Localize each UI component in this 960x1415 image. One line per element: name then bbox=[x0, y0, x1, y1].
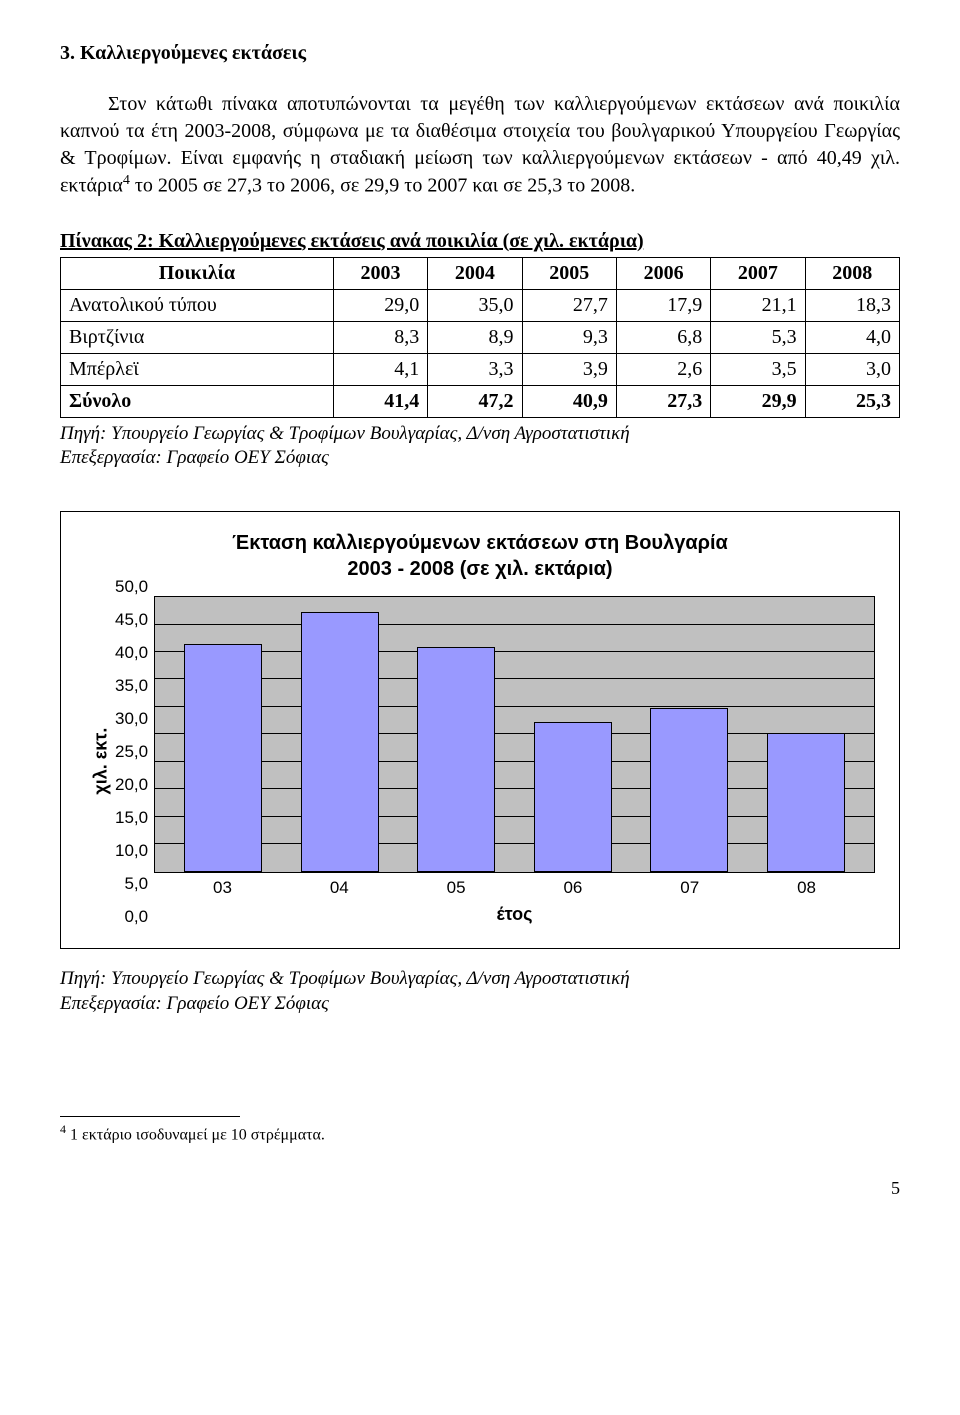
table-cell: 9,3 bbox=[522, 321, 616, 353]
bar bbox=[650, 708, 728, 872]
y-tick-label: 35,0 bbox=[115, 676, 148, 695]
data-table: Ποικιλία200320042005200620072008 Ανατολι… bbox=[60, 257, 900, 418]
table-row: Ανατολικού τύπου29,035,027,717,921,118,3 bbox=[61, 289, 900, 321]
y-tick-label: 30,0 bbox=[115, 709, 148, 728]
chart-source-2: Επεξεργασία: Γραφείο ΟΕΥ Σόφιας bbox=[60, 992, 900, 1017]
table-row: Μπέρλεϊ4,13,33,92,63,53,0 bbox=[61, 353, 900, 385]
x-tick-label: 08 bbox=[768, 877, 846, 900]
footnote: 4 1 εκτάριο ισοδυναμεί με 10 στρέμματα. bbox=[60, 1121, 900, 1146]
table-caption: Πίνακας 2: Καλλιεργούμενες εκτάσεις ανά … bbox=[60, 228, 900, 255]
y-axis-label-wrap: χιλ. εκτ. bbox=[85, 596, 115, 926]
table-cell: 35,0 bbox=[428, 289, 522, 321]
table-cell: 5,3 bbox=[711, 321, 805, 353]
y-tick-label: 10,0 bbox=[115, 841, 148, 860]
table-cell: 6,8 bbox=[616, 321, 710, 353]
table-row-label: Μπέρλεϊ bbox=[61, 353, 334, 385]
table-header-cell: 2003 bbox=[333, 257, 427, 289]
x-tick-label: 05 bbox=[417, 877, 495, 900]
table-row-label: Βιρτζίνια bbox=[61, 321, 334, 353]
bar bbox=[301, 612, 379, 871]
table-cell: 17,9 bbox=[616, 289, 710, 321]
table-cell: 3,9 bbox=[522, 353, 616, 385]
table-header-cell: 2008 bbox=[805, 257, 899, 289]
table-cell: 47,2 bbox=[428, 385, 522, 417]
table-cell: 21,1 bbox=[711, 289, 805, 321]
table-row-label: Σύνολο bbox=[61, 385, 334, 417]
footnote-rule bbox=[60, 1116, 240, 1117]
x-tick-label: 04 bbox=[300, 877, 378, 900]
table-cell: 3,0 bbox=[805, 353, 899, 385]
chart-container: Έκταση καλλιεργούμενων εκτάσεων στη Βουλ… bbox=[60, 511, 900, 949]
y-tick-label: 50,0 bbox=[115, 577, 148, 596]
table-row: Σύνολο41,447,240,927,329,925,3 bbox=[61, 385, 900, 417]
table-cell: 4,1 bbox=[333, 353, 427, 385]
x-tick-label: 03 bbox=[184, 877, 262, 900]
table-cell: 3,3 bbox=[428, 353, 522, 385]
y-tick-label: 25,0 bbox=[115, 742, 148, 761]
bars-group bbox=[155, 597, 874, 872]
y-axis-ticks: 50,045,040,035,030,025,020,015,010,05,00… bbox=[115, 596, 154, 926]
y-tick-label: 5,0 bbox=[124, 874, 148, 893]
table-cell: 2,6 bbox=[616, 353, 710, 385]
table-source-1: Πηγή: Υπουργείο Γεωργίας & Τροφίμων Βουλ… bbox=[60, 422, 900, 447]
y-tick-label: 45,0 bbox=[115, 610, 148, 629]
chart-title-line1: Έκταση καλλιεργούμενων εκτάσεων στη Βουλ… bbox=[232, 532, 728, 554]
bar bbox=[767, 733, 845, 872]
table-cell: 29,0 bbox=[333, 289, 427, 321]
bar bbox=[417, 647, 495, 872]
footnote-text: 1 εκτάριο ισοδυναμεί με 10 στρέμματα. bbox=[66, 1127, 325, 1144]
table-row-label: Ανατολικού τύπου bbox=[61, 289, 334, 321]
table-header-cell: 2005 bbox=[522, 257, 616, 289]
table-cell: 8,9 bbox=[428, 321, 522, 353]
table-cell: 40,9 bbox=[522, 385, 616, 417]
y-tick-label: 20,0 bbox=[115, 775, 148, 794]
chart-title: Έκταση καλλιεργούμενων εκτάσεων στη Βουλ… bbox=[85, 530, 875, 582]
x-axis-label: έτος bbox=[154, 902, 875, 926]
table-cell: 4,0 bbox=[805, 321, 899, 353]
y-tick-label: 15,0 bbox=[115, 808, 148, 827]
table-header-cell: 2006 bbox=[616, 257, 710, 289]
chart-source-1: Πηγή: Υπουργείο Γεωργίας & Τροφίμων Βουλ… bbox=[60, 967, 900, 992]
y-tick-label: 0,0 bbox=[124, 907, 148, 926]
table-cell: 3,5 bbox=[711, 353, 805, 385]
y-axis-label: χιλ. εκτ. bbox=[88, 728, 112, 795]
x-tick-label: 07 bbox=[651, 877, 729, 900]
table-row: Βιρτζίνια8,38,99,36,85,34,0 bbox=[61, 321, 900, 353]
page-number: 5 bbox=[60, 1176, 900, 1200]
bar bbox=[184, 644, 262, 872]
table-header-cell: Ποικιλία bbox=[61, 257, 334, 289]
plot-area bbox=[154, 596, 875, 873]
table-header-cell: 2004 bbox=[428, 257, 522, 289]
body-paragraph: Στον κάτωθι πίνακα αποτυπώνονται τα μεγέ… bbox=[60, 91, 900, 200]
x-tick-label: 06 bbox=[534, 877, 612, 900]
table-source-2: Επεξεργασία: Γραφείο ΟΕΥ Σόφιας bbox=[60, 446, 900, 471]
chart-title-line2: 2003 - 2008 (σε χιλ. εκτάρια) bbox=[347, 558, 612, 580]
x-axis-ticks: 03 04 05 06 07 08 bbox=[154, 873, 875, 900]
table-cell: 8,3 bbox=[333, 321, 427, 353]
table-header-cell: 2007 bbox=[711, 257, 805, 289]
table-cell: 29,9 bbox=[711, 385, 805, 417]
table-cell: 18,3 bbox=[805, 289, 899, 321]
table-cell: 27,7 bbox=[522, 289, 616, 321]
section-heading: 3. Καλλιεργούμενες εκτάσεις bbox=[60, 40, 900, 67]
table-cell: 27,3 bbox=[616, 385, 710, 417]
bar bbox=[534, 722, 612, 872]
table-cell: 41,4 bbox=[333, 385, 427, 417]
y-tick-label: 40,0 bbox=[115, 643, 148, 662]
table-cell: 25,3 bbox=[805, 385, 899, 417]
